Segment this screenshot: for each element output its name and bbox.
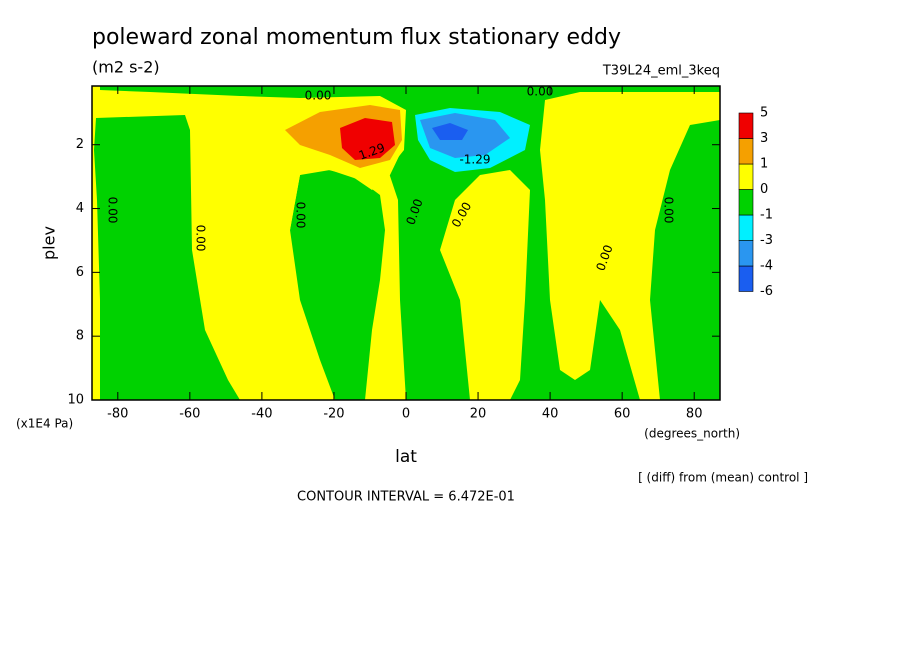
x-axis-label: lat [395, 447, 417, 467]
colorbar-label: 0 [760, 182, 768, 197]
x-tick-label: 80 [686, 407, 703, 422]
chart-title: poleward zonal momentum flux stationary … [92, 25, 621, 50]
x-axis-units: (degrees_north) [644, 427, 740, 441]
colorbar-label: -4 [760, 259, 773, 274]
contour-region [432, 123, 468, 140]
contour-label: -1.29 [459, 153, 490, 167]
colorbar-label: -3 [760, 233, 773, 248]
contour-label: 0.00 [106, 197, 120, 224]
contour-label: 0.00 [305, 89, 332, 103]
y-axis-label: plev [40, 226, 59, 260]
x-tick-label: 60 [614, 407, 631, 422]
colorbar-swatch [738, 240, 754, 267]
chart-subtitle: (m2 s-2) [92, 58, 160, 77]
colorbar-label: 5 [760, 106, 768, 121]
x-tick-label: -40 [251, 407, 272, 422]
colorbar-swatch [738, 112, 754, 139]
colorbar-swatch [738, 265, 754, 292]
colorbar-swatch [738, 138, 754, 165]
note: [ (diff) from (mean) control ] [638, 471, 808, 485]
x-tick-label: -60 [179, 407, 200, 422]
colorbar-label: 1 [760, 157, 768, 172]
colorbar-swatch [738, 163, 754, 190]
y-tick-label: 4 [76, 201, 84, 216]
x-tick-label: -20 [323, 407, 344, 422]
x-tick-label: 40 [542, 407, 559, 422]
contour-region [440, 170, 530, 400]
y-tick-label: 2 [76, 137, 84, 152]
contour-region [420, 113, 510, 158]
contour-region [290, 170, 385, 400]
colorbar-swatch [738, 189, 754, 216]
x-tick-label: 0 [402, 407, 410, 422]
x-tick-label: 20 [470, 407, 487, 422]
contour-region [540, 92, 720, 400]
contour-label: 0.00 [527, 85, 554, 99]
colorbar-swatch [738, 214, 754, 241]
y-tick-label: 8 [76, 329, 84, 344]
contour-region [340, 118, 395, 160]
y-tick-label: 6 [76, 265, 84, 280]
dataset-label: T39L24_eml_3keq [602, 64, 720, 79]
y-axis-units: (x1E4 Pa) [16, 417, 73, 431]
contour-label: 0.00 [294, 202, 308, 229]
contour-label: 0.00 [194, 225, 208, 252]
contour-interval: CONTOUR INTERVAL = 6.472E-01 [297, 490, 515, 505]
contour-label: 0.00 [662, 197, 676, 224]
contour-region [94, 115, 240, 400]
colorbar-label: -6 [760, 284, 773, 299]
colorbar-label: -1 [760, 208, 773, 223]
colorbar-label: 3 [760, 131, 768, 146]
y-tick-label: 10 [67, 393, 84, 408]
x-tick-label: -80 [107, 407, 128, 422]
